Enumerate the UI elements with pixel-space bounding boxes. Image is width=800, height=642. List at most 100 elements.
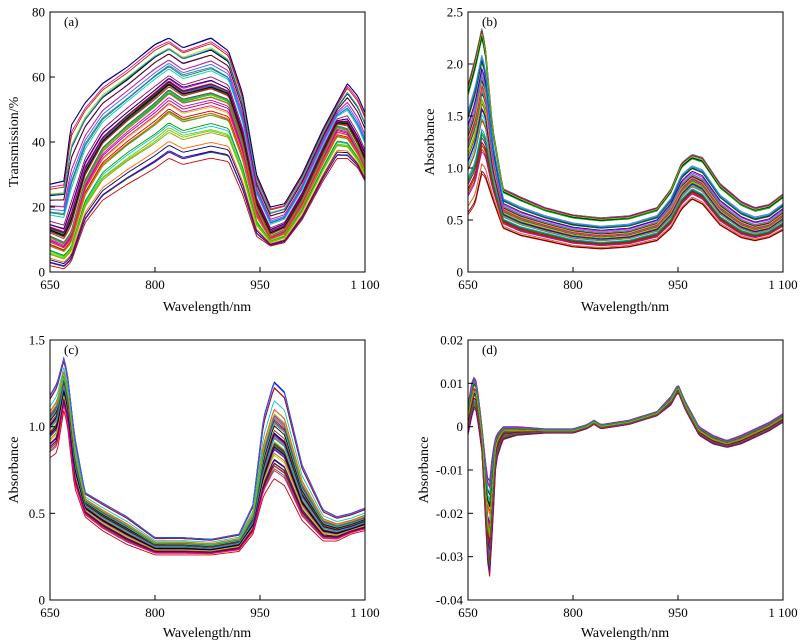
x-axis-title-a: Wavelength/nm <box>163 300 251 315</box>
y-tick-label-d: -0.02 <box>436 506 463 521</box>
spectrum-line-b-45 <box>468 150 783 247</box>
y-axis-title-d: Absorbance <box>417 437 432 504</box>
spectrum-line-d-53 <box>468 388 783 530</box>
y-tick-label-a: 60 <box>32 70 45 85</box>
spectrum-line-d-3 <box>468 390 783 553</box>
axes-d: 650 800 950 1 100 -0.04 -0.03 -0.02 -0.01 0 0.01 0… <box>436 333 798 621</box>
spectrum-line-d-30 <box>468 385 783 515</box>
plot-frame-c <box>49 339 366 601</box>
series-layer-b <box>468 28 783 250</box>
spectrum-line-b-58 <box>468 73 783 233</box>
y-tick-label-c: 1.0 <box>29 419 45 434</box>
y-tick-label-b: 0.5 <box>447 213 463 228</box>
y-tick-label-d: -0.01 <box>436 463 463 478</box>
x-tick-label-a: 950 <box>250 277 270 292</box>
spectrum-line-b-30 <box>468 76 783 234</box>
spectrum-line-b-3 <box>468 38 783 222</box>
panel-d: 650 800 950 1 100 -0.04 -0.03 -0.02 -0.01 0 0.01 0… <box>417 333 798 642</box>
y-tick-label-d: 0 <box>457 419 464 434</box>
axes-c: 650 800 950 1 100 0 0.5 1.0 1.5 <box>29 333 380 621</box>
y-tick-label-d: -0.03 <box>436 549 463 564</box>
spectrum-line-b-56 <box>468 36 783 221</box>
spectrum-line-b-2 <box>468 173 783 250</box>
spectrum-line-b-39 <box>468 29 783 219</box>
spectrum-line-d-49 <box>468 390 783 551</box>
spectrum-line-d-32 <box>468 389 783 544</box>
panel-a: 650 800 950 1 100 0 20 40 60 80 (a) Wavelength/n… <box>7 5 380 316</box>
spectrum-line-d-23 <box>468 388 783 539</box>
spectrum-line-d-52 <box>468 381 783 501</box>
spectrum-line-d-60 <box>468 391 783 562</box>
spectrum-line-d-40 <box>468 392 783 570</box>
spectrum-line-d-12 <box>468 391 783 564</box>
panel-label-c: (c) <box>64 342 78 357</box>
spectrum-line-b-43 <box>468 133 783 244</box>
spectrum-line-a-31 <box>50 63 365 222</box>
spectrum-line-d-33 <box>468 390 783 554</box>
spectrum-line-a-27 <box>50 145 365 265</box>
y-axis-title-a: Transmission/% <box>7 96 22 187</box>
spectrum-line-a-43 <box>50 122 365 256</box>
spectrum-line-a-34 <box>50 151 365 267</box>
spectrum-line-a-11 <box>50 65 365 223</box>
axes-b: 650 800 950 1 100 0 0.5 1.0 1.5 2.0 2.5 <box>447 5 798 293</box>
spectrum-line-d-42 <box>468 389 783 544</box>
spectrum-line-d-55 <box>468 388 783 538</box>
y-tick-label-b: 2.5 <box>447 5 463 20</box>
spectrum-line-d-28 <box>468 388 783 537</box>
panel-label-b: (b) <box>482 14 497 29</box>
series-layer-c <box>50 356 365 556</box>
series-layer-d <box>468 376 783 577</box>
spectrum-line-d-7 <box>468 388 783 533</box>
spectrum-line-b-41 <box>468 66 783 231</box>
spectrum-line-c-24 <box>50 367 365 543</box>
spectrum-line-d-14 <box>468 384 783 511</box>
spectrum-line-d-4 <box>468 388 783 539</box>
spectrum-line-d-36 <box>468 388 783 537</box>
x-axis-title-c: Wavelength/nm <box>163 626 251 641</box>
x-axis-title-b: Wavelength/nm <box>581 300 669 315</box>
spectrum-line-a-55 <box>50 93 365 245</box>
spectrum-line-c-57 <box>50 405 365 555</box>
spectrum-line-d-21 <box>468 388 783 538</box>
spectrum-line-d-56 <box>468 388 783 532</box>
spectrum-line-b-46 <box>468 82 783 236</box>
spectrum-line-b-24 <box>468 55 783 227</box>
spectrum-line-c-46 <box>50 396 365 552</box>
spectrum-line-d-35 <box>468 390 783 555</box>
spectrum-line-c-59 <box>50 373 365 545</box>
spectrum-line-a-20 <box>50 43 365 211</box>
x-tick-label-b: 800 <box>563 277 583 292</box>
x-tick-label-c: 1 100 <box>350 605 379 620</box>
spectrum-line-b-4 <box>468 113 783 241</box>
spectrum-line-a-52 <box>50 90 365 244</box>
spectrum-line-d-51 <box>468 390 783 557</box>
panel-c: 650 800 950 1 100 0 0.5 1.0 1.5 (c) Wavelength/… <box>7 333 380 642</box>
spectrum-line-d-24 <box>468 379 783 493</box>
spectrum-line-a-2 <box>50 157 365 270</box>
spectrum-line-d-31 <box>468 392 783 570</box>
spectrum-line-d-58 <box>468 391 783 560</box>
spectrum-line-d-43 <box>468 391 783 567</box>
spectrum-line-b-53 <box>468 30 783 219</box>
spectrum-line-d-13 <box>468 392 783 570</box>
spectrum-line-a-49 <box>50 54 365 217</box>
spectrum-line-d-29 <box>468 388 783 540</box>
spectrum-line-c-50 <box>50 371 365 545</box>
spectrum-line-d-41 <box>468 388 783 540</box>
spectrum-line-c-60 <box>50 381 365 548</box>
spectrum-line-a-7 <box>50 78 365 231</box>
y-tick-label-d: 0.02 <box>440 333 463 348</box>
spectrum-line-d-5 <box>468 388 783 535</box>
spectrum-line-c-51 <box>50 356 365 540</box>
series-layer-a <box>50 37 365 270</box>
spectrum-line-b-35 <box>468 117 783 241</box>
spectrum-line-a-50 <box>50 111 365 252</box>
spectrum-line-b-60 <box>468 144 783 246</box>
spectrum-line-d-59 <box>468 388 783 533</box>
spectrum-line-a-57 <box>50 60 365 220</box>
spectrum-line-b-38 <box>468 128 783 243</box>
spectrum-line-b-15 <box>468 60 783 229</box>
spectrum-line-b-1 <box>468 28 783 219</box>
spectrum-line-d-46 <box>468 383 783 510</box>
